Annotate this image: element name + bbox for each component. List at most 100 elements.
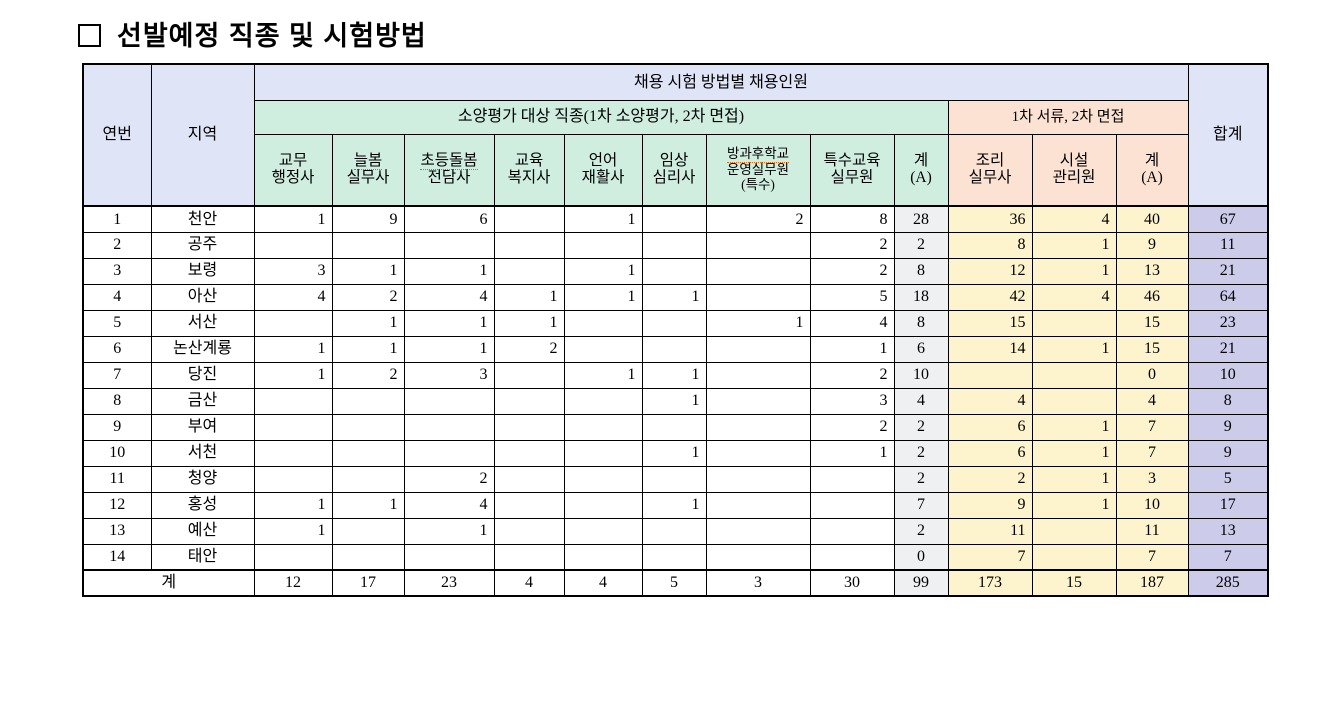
cell-siseol: 1 <box>1031 231 1117 259</box>
cell-gyomu <box>253 543 333 571</box>
header-col-banggwa-l3: (특수) <box>741 176 775 192</box>
cell-grand-total: 21 <box>1187 257 1269 285</box>
header-col-neulbom: 늘봄 실무사 <box>331 133 405 207</box>
cell-gyomu <box>253 439 333 467</box>
table-row: 7 당진 1 2 3 1 1 2 10 0 10 <box>82 361 1269 389</box>
row-region: 보령 <box>150 257 255 285</box>
cell-teuksu: 2 <box>809 361 895 389</box>
header-row-2: 소양평가 대상 직종(1차 소양평가, 2차 면접) 1차 서류, 2차 면접 <box>83 99 1268 135</box>
cell-bokji <box>493 517 565 545</box>
cell-siseol: 1 <box>1031 335 1117 363</box>
cell-grand-total: 23 <box>1187 309 1269 337</box>
cell-gyomu: 1 <box>253 491 333 519</box>
header-group-green: 소양평가 대상 직종(1차 소양평가, 2차 면접) <box>253 99 949 135</box>
table-body: 1 천안 1 9 6 1 2 8 28 36 4 40 67 2 공주 2 2 8 1 9 11 3 보령 3 1 1 1 2 8 12 1… <box>82 205 1269 571</box>
cell-grand-total: 9 <box>1187 413 1269 441</box>
header-col-imsang-l1: 임상 <box>659 152 689 170</box>
row-no: 2 <box>82 231 152 259</box>
cell-subtotal-a: 6 <box>893 335 949 363</box>
header-col-bokji-l1: 교육 <box>514 152 544 170</box>
cell-neulbom: 1 <box>331 335 405 363</box>
cell-imsang <box>641 231 707 259</box>
cell-imsang: 1 <box>641 283 707 311</box>
cell-eoneo <box>563 491 643 519</box>
cell-subtotal-a: 7 <box>893 491 949 519</box>
header-col-eoneo: 언어 재활사 <box>563 133 643 207</box>
cell-jori: 8 <box>947 231 1033 259</box>
table-head: 연번 지역 채용 시험 방법별 채용인원 합계 소양평가 대상 직종(1차 소양… <box>82 63 1269 207</box>
cell-subtotal-a: 0 <box>893 543 949 571</box>
row-region: 홍성 <box>150 491 255 519</box>
row-no: 10 <box>82 439 152 467</box>
cell-grand-total: 64 <box>1187 283 1269 311</box>
header-grand-total: 합계 <box>1187 63 1269 207</box>
cell-subtotal-a: 2 <box>893 231 949 259</box>
header-col-siseol-l1: 시설 <box>1059 152 1089 170</box>
cell-bokji <box>493 413 565 441</box>
row-region: 논산계룡 <box>150 335 255 363</box>
cell-jori: 36 <box>947 205 1033 233</box>
cell-neulbom <box>331 439 405 467</box>
cell-gyomu: 1 <box>253 517 333 545</box>
header-row-1: 연번 지역 채용 시험 방법별 채용인원 합계 <box>82 63 1269 207</box>
cell-eoneo <box>563 517 643 545</box>
cell-imsang: 1 <box>641 439 707 467</box>
cell-gyomu: 1 <box>253 335 333 363</box>
cell-jori: 6 <box>947 413 1033 441</box>
header-col-eoneo-l2: 재활사 <box>581 168 625 186</box>
row-no: 7 <box>82 361 152 389</box>
cell-gyomu <box>253 231 333 259</box>
cell-subtotal-b: 15 <box>1115 335 1189 363</box>
total-imsang: 5 <box>641 569 707 597</box>
cell-subtotal-b: 13 <box>1115 257 1189 285</box>
row-no: 8 <box>82 387 152 415</box>
table-row: 6 논산계룡 1 1 1 2 1 6 14 1 15 21 <box>82 335 1269 363</box>
cell-teuksu: 2 <box>809 231 895 259</box>
header-subtotal-green: 계 (A) <box>893 133 949 207</box>
recruitment-table-wrap: 연번 지역 채용 시험 방법별 채용인원 합계 소양평가 대상 직종(1차 소양… <box>82 63 1269 597</box>
cell-eoneo <box>563 387 643 415</box>
cell-teuksu: 8 <box>809 205 895 233</box>
cell-siseol: 1 <box>1031 413 1117 441</box>
cell-banggwa <box>705 387 811 415</box>
cell-siseol <box>1031 543 1117 571</box>
row-no: 11 <box>82 465 152 493</box>
cell-subtotal-a: 2 <box>893 413 949 441</box>
total-siseol: 15 <box>1031 569 1117 597</box>
row-region: 당진 <box>150 361 255 389</box>
cell-chodeung: 1 <box>403 309 495 337</box>
row-region: 서천 <box>150 439 255 467</box>
cell-bokji <box>493 387 565 415</box>
cell-chodeung <box>403 413 495 441</box>
cell-banggwa <box>705 361 811 389</box>
row-no: 5 <box>82 309 152 337</box>
cell-teuksu <box>809 543 895 571</box>
total-neulbom: 17 <box>331 569 405 597</box>
total-banggwa: 3 <box>705 569 811 597</box>
cell-chodeung <box>403 231 495 259</box>
cell-bokji <box>493 205 565 233</box>
cell-imsang <box>641 205 707 233</box>
table-row: 2 공주 2 2 8 1 9 11 <box>82 231 1269 259</box>
cell-banggwa: 1 <box>705 309 811 337</box>
header-col-jori-l2: 실무사 <box>968 168 1012 186</box>
cell-chodeung: 4 <box>403 491 495 519</box>
row-region: 부여 <box>150 413 255 441</box>
header-col-gyomu: 교무 행정사 <box>253 133 333 207</box>
header-col-jori-l1: 조리 <box>975 152 1005 170</box>
cell-siseol: 1 <box>1031 465 1117 493</box>
header-col-teuksu-l2: 실무원 <box>830 168 874 186</box>
total-chodeung: 23 <box>403 569 495 597</box>
row-region: 아산 <box>150 283 255 311</box>
row-region: 공주 <box>150 231 255 259</box>
table-row: 4 아산 4 2 4 1 1 1 5 18 42 4 46 64 <box>82 283 1269 311</box>
cell-subtotal-a: 8 <box>893 257 949 285</box>
cell-subtotal-a: 10 <box>893 361 949 389</box>
cell-neulbom: 2 <box>331 361 405 389</box>
cell-jori: 7 <box>947 543 1033 571</box>
cell-subtotal-a: 18 <box>893 283 949 311</box>
row-region: 청양 <box>150 465 255 493</box>
cell-eoneo: 1 <box>563 361 643 389</box>
cell-gyomu <box>253 309 333 337</box>
header-col-teuksu: 특수교육 실무원 <box>809 133 895 207</box>
